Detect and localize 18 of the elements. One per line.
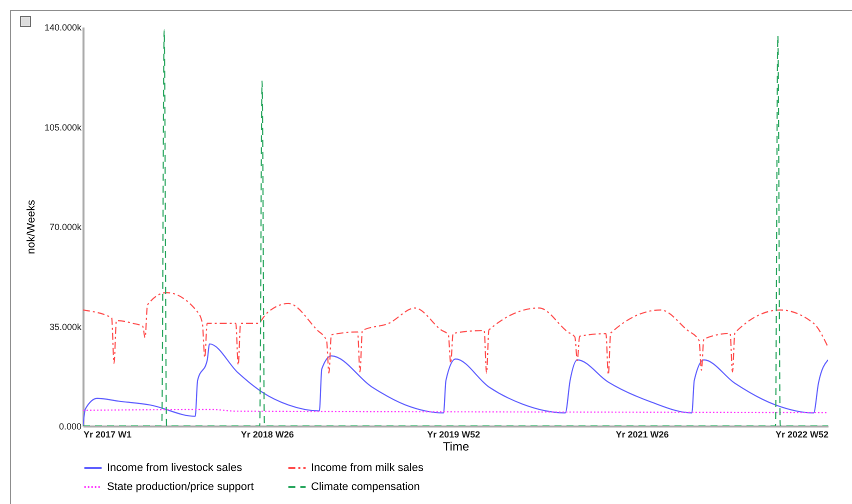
legend-label: Climate compensation: [311, 481, 420, 493]
y-tick-label: 140.000k: [44, 22, 82, 32]
legend-label: Income from milk sales: [311, 462, 424, 474]
legend-label: Income from livestock sales: [107, 462, 243, 474]
x-tick-label: Yr 2021 W26: [616, 430, 669, 440]
line-series: [83, 29, 828, 426]
x-tick-label: Yr 2022 W52: [775, 430, 828, 440]
legend-label: State production/price support: [107, 481, 254, 493]
line-series: [83, 292, 828, 376]
x-tick-label: Yr 2017 W1: [84, 430, 132, 440]
y-tick-label: 70.000k: [49, 222, 82, 232]
x-tick-label: Yr 2018 W26: [240, 430, 294, 440]
y-axis-title: nok/Weeks: [25, 199, 38, 254]
y-tick-label: 0.000: [58, 422, 82, 432]
x-axis-title: Time: [442, 440, 470, 454]
x-tick-label: Yr 2019 W52: [427, 430, 480, 440]
y-tick-label: 105.000k: [44, 122, 82, 132]
y-tick-label: 35.000k: [49, 322, 82, 332]
